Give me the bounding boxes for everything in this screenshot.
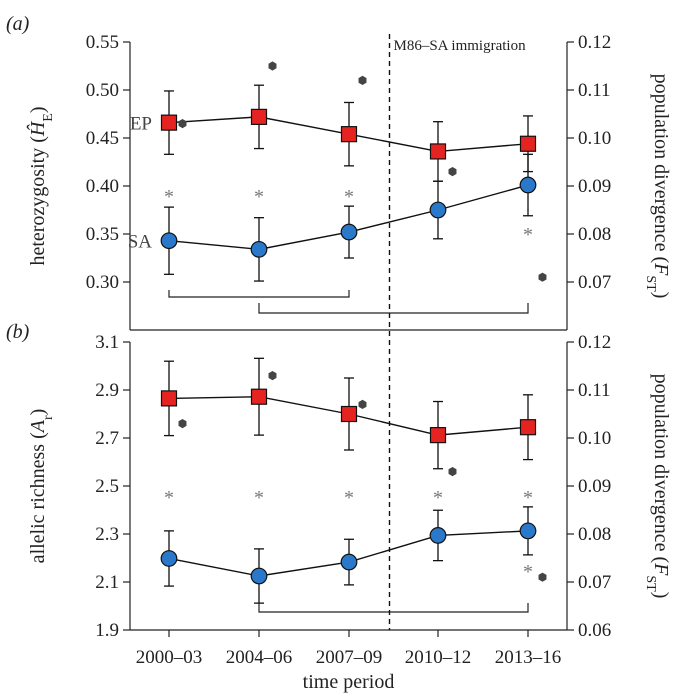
y-right-tick-label: 0.09 (578, 476, 611, 497)
significance-bracket (258, 303, 529, 314)
significance-star: * (523, 224, 533, 246)
point-EP (340, 126, 358, 143)
y-right-tick-label: 0.10 (578, 128, 611, 149)
y-right-tick-label: 0.11 (578, 380, 611, 401)
y-right-tick-label: 0.10 (578, 428, 611, 449)
fst-point (358, 399, 367, 409)
y-left-tick-label: 0.45 (86, 128, 119, 149)
series-label-EP: EP (130, 114, 152, 135)
y-left-title: allelic richness (Ar) (27, 409, 56, 564)
panel-a: 0.30 0.35 0.40 0.45 0.50 0.55 0.07 0.08 0.09 0.10… (6, 13, 611, 331)
fst-point (448, 467, 457, 477)
significance-star: * (344, 487, 354, 509)
x-tick-label: 2007–09 (316, 647, 383, 668)
y-right-tick-label: 0.07 (578, 272, 611, 293)
significance-star: * (164, 186, 174, 208)
y-left-tick-label: 2.5 (95, 476, 119, 497)
point-EP (340, 405, 358, 423)
x-tick-label: 2013–16 (495, 647, 562, 668)
immigration-label: M86–SA immigration (394, 38, 527, 54)
y-right-tick-label: 0.12 (578, 332, 611, 353)
y-right-tick-label: 0.07 (578, 572, 611, 593)
point-EP (429, 143, 447, 160)
point-EP (519, 135, 537, 152)
y-left-tick-label: 2.3 (95, 524, 119, 545)
series-label-SA: SA (128, 232, 153, 253)
y-left-tick-label: 0.30 (86, 272, 119, 293)
significance-star: * (254, 487, 264, 509)
significance-star: * (523, 487, 533, 509)
significance-bracket (258, 603, 529, 613)
fst-point (448, 167, 457, 177)
y-left-tick-label: 2.1 (95, 572, 119, 593)
y-right-tick-label: 0.09 (578, 176, 611, 197)
fst-point (268, 371, 277, 381)
fst-point (268, 61, 277, 71)
y-right-title: population divergence (FST) (644, 374, 673, 599)
x-tick-label: 2004–06 (226, 647, 293, 668)
point-SA (250, 567, 268, 585)
point-SA (160, 232, 178, 250)
x-tick-label: 2000–03 (136, 647, 203, 668)
point-SA (340, 223, 358, 241)
point-SA (519, 522, 537, 540)
y-left-tick-label: 0.55 (86, 32, 119, 53)
fst-point (538, 572, 547, 582)
y-left-tick-label: 2.7 (95, 428, 119, 449)
y-left-tick-label: 0.35 (86, 224, 119, 245)
fst-point (178, 119, 187, 129)
point-EP (160, 390, 178, 407)
point-EP (250, 108, 268, 125)
point-SA (250, 240, 268, 258)
fst-point (178, 419, 187, 429)
fst-point (358, 75, 367, 85)
x-tick-label: 2010–12 (405, 647, 472, 668)
point-EP (250, 388, 268, 405)
significance-star: * (433, 487, 443, 509)
fst-point (538, 272, 547, 282)
point-SA (429, 201, 447, 219)
point-EP (429, 427, 447, 444)
y-right-tick-label: 0.08 (578, 524, 611, 545)
point-EP (160, 114, 178, 131)
y-left-tick-label: 1.9 (95, 620, 119, 641)
significance-bracket (168, 290, 350, 298)
y-left-tick-label: 0.50 (86, 80, 119, 101)
panel-b: 2000–03 2004–06 2007–09 2010–12 2013–16 1.9 2.… (6, 321, 611, 668)
y-left-tick-label: 0.40 (86, 176, 119, 197)
y-left-tick-label: 3.1 (95, 332, 119, 353)
point-SA (340, 553, 358, 571)
y-right-tick-label: 0.11 (578, 80, 611, 101)
significance-star: * (344, 186, 354, 208)
y-right-tick-label: 0.08 (578, 224, 611, 245)
significance-star: * (254, 186, 264, 208)
significance-star: * (523, 561, 533, 583)
y-left-tick-label: 2.9 (95, 380, 119, 401)
point-SA (429, 527, 447, 544)
y-right-tick-label: 0.06 (578, 620, 611, 641)
panel-label: (a) (6, 13, 30, 35)
point-SA (160, 550, 178, 567)
y-right-title: population divergence (FST) (644, 74, 673, 299)
y-right-tick-label: 0.12 (578, 32, 611, 53)
y-left-title: heterozygosity (ĤE) (26, 106, 56, 265)
point-EP (519, 419, 537, 436)
point-SA (519, 176, 537, 194)
panel-label: (b) (6, 321, 30, 343)
significance-star: * (164, 487, 174, 509)
x-axis-title: time period (303, 671, 395, 693)
